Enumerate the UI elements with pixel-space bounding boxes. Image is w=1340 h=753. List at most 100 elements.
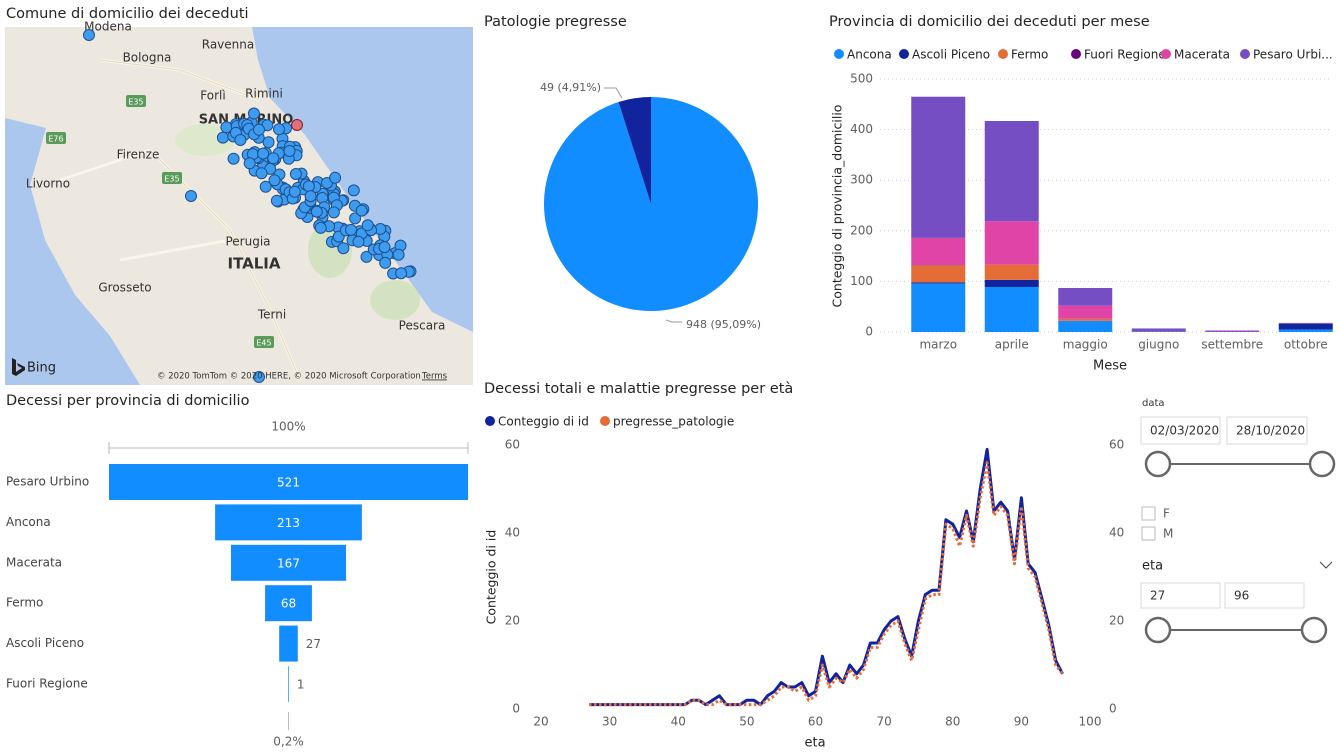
funnel-bottom-label: 0,2% — [273, 735, 304, 749]
location-bubble — [345, 223, 357, 236]
legend-marker — [998, 49, 1008, 59]
y-axis-title: Conteggio di provincia_domicilio — [830, 105, 845, 308]
pie-slice — [618, 97, 651, 204]
bar-segment — [1058, 320, 1113, 332]
x-tick-label: 90 — [1014, 715, 1029, 729]
legend-marker — [1161, 49, 1171, 59]
road-shield — [254, 336, 274, 348]
x-tick-label: 60 — [808, 715, 823, 729]
y-tick-label: 300 — [850, 173, 873, 187]
road-shield — [126, 95, 146, 107]
location-bubble — [314, 221, 327, 234]
map-road — [99, 59, 301, 381]
age-slider-handle[interactable] — [1144, 616, 1172, 644]
date-end-box[interactable] — [1226, 416, 1308, 445]
location-bubble — [234, 134, 247, 146]
leader-line — [665, 319, 682, 323]
funnel-bar — [230, 544, 347, 581]
place-label: Livorno — [26, 177, 70, 191]
category-label: Fuori Regione — [6, 677, 88, 691]
location-bubble — [361, 219, 374, 232]
road-label: E45 — [256, 339, 271, 348]
bar-segment — [1058, 318, 1113, 321]
location-bubble — [283, 145, 296, 157]
funnel-bar — [109, 464, 468, 500]
x-tick-label: 80 — [945, 715, 960, 729]
bar-segment — [911, 237, 966, 265]
x-tick-label: 70 — [876, 715, 891, 729]
bar-segment — [984, 279, 1039, 287]
age-slider-handle[interactable] — [1300, 616, 1328, 644]
y-tick-label: 500 — [850, 72, 873, 86]
road-label: E35 — [164, 175, 179, 184]
place-label: Terni — [257, 308, 286, 322]
y-tick-label: 0 — [512, 702, 520, 716]
location-bubble — [378, 241, 391, 254]
age-max-box[interactable] — [1224, 582, 1305, 609]
date-start-box[interactable] — [1140, 416, 1221, 445]
bar-segment — [1278, 322, 1333, 324]
data-label: 521 — [277, 476, 300, 490]
bar-segment — [911, 283, 966, 332]
category-label: Ancona — [6, 515, 51, 529]
location-bubble — [185, 190, 197, 202]
category-label: Macerata — [6, 555, 62, 569]
funnel-bar — [215, 504, 362, 541]
data-label: 1 — [297, 678, 305, 692]
bar-segment — [984, 120, 1039, 222]
bar-segment — [911, 96, 966, 238]
map-sea — [5, 118, 140, 385]
location-bubble — [395, 267, 408, 280]
data-label: 167 — [277, 556, 300, 570]
bar-segment — [1278, 323, 1333, 330]
place-label: Forlì — [200, 89, 225, 103]
slicer-panel: data 02/03/2020 28/10/2020 F M eta 27 96 — [1140, 398, 1336, 644]
location-bubble — [262, 136, 275, 149]
x-tick-label: 20 — [533, 715, 548, 729]
bar-segment — [1058, 287, 1113, 306]
location-bubble — [302, 180, 315, 193]
category-label: Fermo — [6, 596, 43, 610]
bar-segment — [1131, 330, 1186, 332]
date-slider-handle[interactable] — [1144, 450, 1172, 478]
location-bubble — [327, 206, 340, 219]
bar-segment — [1131, 328, 1186, 331]
location-bubble — [268, 174, 281, 187]
slicer-label: eta — [1142, 559, 1163, 574]
chevron[interactable] — [1319, 561, 1333, 569]
x-tick-label: 100 — [1079, 715, 1102, 729]
y-tick-label: 60 — [505, 438, 520, 452]
location-bubble — [289, 168, 302, 180]
road-shield — [162, 172, 182, 184]
legend-label: Conteggio di id — [498, 415, 589, 429]
data-label: 49 (4,91%) — [540, 81, 601, 94]
date-slider-handle[interactable] — [1308, 450, 1336, 478]
location-bubble — [288, 185, 301, 198]
checkbox[interactable] — [1141, 526, 1156, 541]
slicer-label: data — [1142, 398, 1165, 409]
y-axis-title: Conteggio di id — [484, 530, 499, 625]
location-bubble — [392, 248, 405, 261]
legend-label: pregresse_patologie — [613, 415, 734, 429]
location-bubble — [347, 184, 360, 197]
place-label: Ravenna — [202, 38, 254, 52]
y-tick-label: 200 — [850, 223, 873, 237]
date-start: 02/03/2020 — [1150, 424, 1219, 438]
map-terms[interactable]: Terms — [421, 372, 448, 382]
y2-tick-label: 60 — [1109, 438, 1124, 452]
age-min-box[interactable] — [1140, 582, 1221, 609]
location-bubble — [329, 171, 342, 184]
checkbox-label: F — [1163, 507, 1170, 521]
map-sea — [252, 27, 473, 332]
location-bubble — [310, 205, 323, 218]
bar-segment — [1131, 331, 1186, 332]
chart-title: Patologie pregresse — [484, 14, 627, 30]
location-bubble — [273, 123, 285, 136]
location-bubble — [257, 147, 270, 160]
checkbox[interactable] — [1141, 506, 1156, 521]
bar-segment — [911, 265, 966, 283]
x-axis-title: eta — [804, 736, 825, 751]
data-label: 948 (95,09%) — [686, 318, 761, 331]
